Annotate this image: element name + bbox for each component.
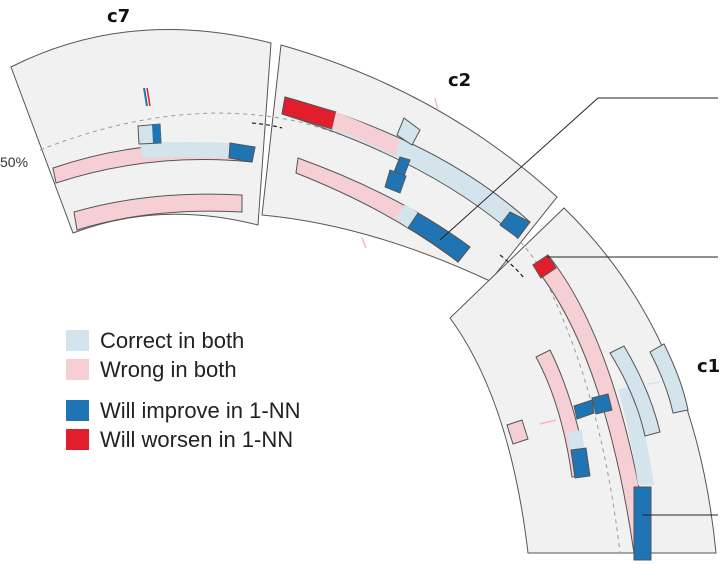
c1-bar-left-correct — [567, 430, 584, 450]
c7-bar-mixed-correct — [140, 142, 230, 158]
c7-tick-red — [146, 87, 151, 107]
legend-swatch-correct — [66, 330, 89, 351]
leader-line-top — [439, 97, 718, 241]
c1-tick-1 — [539, 419, 557, 425]
c1-bar-small-c — [506, 419, 529, 445]
threshold-arc-gap — [251, 122, 283, 129]
legend-label-worsen: Will worsen in 1-NN — [100, 426, 294, 452]
legend-swatch-wrong — [66, 359, 89, 380]
c2-tick-2 — [361, 237, 367, 249]
legend-item-correct: Correct in both — [66, 326, 300, 355]
segment-label-c7: c7 — [107, 6, 130, 27]
c7-bar-mixed-improve — [228, 142, 256, 163]
c7-bar-lower — [73, 193, 243, 231]
legend-label-correct: Correct in both — [100, 327, 245, 353]
c2-bar-small-a — [396, 117, 421, 146]
c1-bar-small-a — [573, 399, 595, 420]
c2-bar-top-wrong — [332, 112, 400, 156]
c2-bar-mid-improve — [407, 212, 471, 263]
c1-bar-left-improve — [570, 447, 591, 479]
legend-label-wrong: Wrong in both — [100, 356, 237, 382]
threshold-arc-gap-2 — [499, 254, 525, 279]
c1-bar-main-worsen — [532, 254, 557, 279]
c2-bar-small-c — [384, 169, 407, 194]
legend-item-wrong: Wrong in both — [66, 355, 300, 384]
legend-item-improve: Will improve in 1-NN — [66, 396, 300, 425]
threshold-label: 50% — [0, 154, 28, 170]
c2-tick-1 — [434, 97, 439, 111]
c7-bar-small-improve — [152, 124, 161, 143]
segment-label-c1: c1 — [697, 356, 720, 377]
c1-bar-main-improve — [633, 486, 652, 561]
legend-label-improve: Will improve in 1-NN — [100, 397, 301, 423]
c1-tick-2 — [647, 381, 661, 385]
c2-bar-mid-correct — [396, 204, 418, 228]
c7-tick-blue — [143, 87, 148, 107]
c1-bar-right-b — [649, 343, 689, 414]
c2-bar-top-improve — [499, 211, 531, 239]
legend-item-worsen: Will worsen in 1-NN — [66, 425, 300, 454]
legend-swatch-worsen — [66, 429, 89, 450]
c1-bar-main-correct — [618, 385, 654, 485]
segment-label-c2: c2 — [448, 70, 471, 91]
legend: Correct in both Wrong in both Will impro… — [66, 326, 300, 454]
c1-bar-small-b — [591, 393, 613, 415]
c1-bar-right-a — [609, 345, 661, 437]
legend-swatch-improve — [66, 400, 89, 421]
